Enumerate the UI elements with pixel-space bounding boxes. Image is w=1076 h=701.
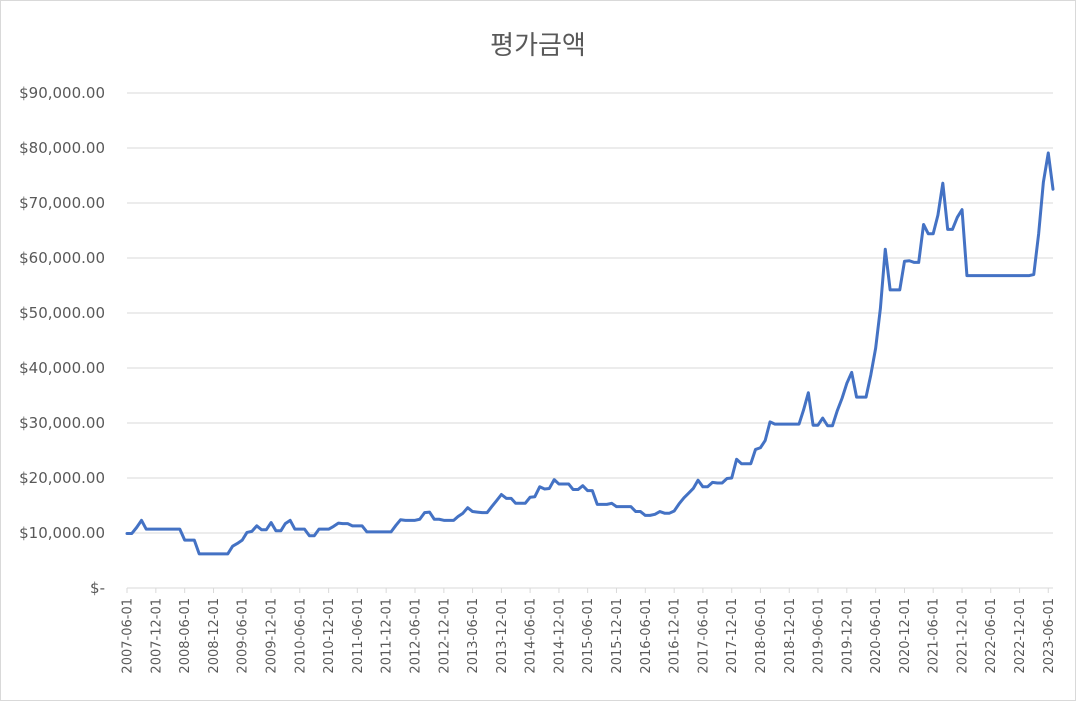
- x-tick-label: 2016-12-01: [668, 598, 683, 674]
- x-tick-label: 2014-06-01: [524, 598, 539, 674]
- x-tick-label: 2023-06-01: [1042, 598, 1057, 674]
- x-tick-label: 2021-12-01: [956, 598, 971, 674]
- x-tick-label: 2022-06-01: [984, 598, 999, 674]
- chart-title: 평가금액: [490, 31, 586, 61]
- x-tick-label: 2007-12-01: [149, 598, 164, 674]
- y-tick-label: $70,000.00: [19, 194, 105, 212]
- x-tick-label: 2018-12-01: [783, 598, 798, 674]
- x-tick-label: 2017-06-01: [696, 598, 711, 674]
- x-tick-label: 2019-06-01: [811, 598, 826, 674]
- x-tick-label: 2019-12-01: [840, 598, 855, 674]
- x-tick-label: 2009-12-01: [265, 598, 280, 674]
- y-tick-label: $-: [90, 579, 105, 597]
- x-tick-label: 2016-06-01: [639, 598, 654, 674]
- x-tick-label: 2008-06-01: [178, 598, 193, 674]
- y-tick-label: $40,000.00: [19, 359, 105, 377]
- x-axis-ticks: 2007-06-01 2007-12-01 2008-06-01 2008-12-01…: [121, 588, 1057, 674]
- x-tick-label: 2013-06-01: [466, 598, 481, 674]
- x-tick-label: 2011-06-01: [351, 598, 366, 674]
- x-tick-label: 2013-12-01: [495, 598, 510, 674]
- x-tick-label: 2007-06-01: [121, 598, 136, 674]
- y-tick-label: $60,000.00: [19, 249, 105, 267]
- x-tick-label: 2012-12-01: [437, 598, 452, 674]
- x-tick-label: 2011-12-01: [380, 598, 395, 674]
- x-tick-label: 2020-12-01: [898, 598, 913, 674]
- x-tick-label: 2012-06-01: [409, 598, 424, 674]
- series-layer: [125, 151, 1055, 556]
- x-tick-label: 2020-06-01: [869, 598, 884, 674]
- x-tick-label: 2014-12-01: [552, 598, 567, 674]
- y-tick-label: $20,000.00: [19, 469, 105, 487]
- x-tick-label: 2018-06-01: [754, 598, 769, 674]
- x-tick-label: 2015-12-01: [610, 598, 625, 674]
- x-tick-label: 2022-12-01: [1013, 598, 1028, 674]
- gridlines: [127, 92, 1053, 589]
- y-axis-ticks: $- $10,000.00 $20,000.00 $30,000.00 $40,000.…: [19, 84, 105, 597]
- x-tick-label: 2010-12-01: [322, 598, 337, 674]
- x-tick-label: 2017-12-01: [725, 598, 740, 674]
- x-tick-label: 2010-06-01: [293, 598, 308, 674]
- x-tick-label: 2015-06-01: [581, 598, 596, 674]
- y-tick-label: $50,000.00: [19, 304, 105, 322]
- y-tick-label: $30,000.00: [19, 414, 105, 432]
- series-line: [125, 151, 1055, 556]
- x-tick-label: 2021-06-01: [927, 598, 942, 674]
- x-tick-label: 2008-12-01: [207, 598, 222, 674]
- y-tick-label: $10,000.00: [19, 524, 105, 542]
- y-tick-label: $90,000.00: [19, 84, 105, 102]
- y-tick-label: $80,000.00: [19, 139, 105, 157]
- x-tick-label: 2009-06-01: [236, 598, 251, 674]
